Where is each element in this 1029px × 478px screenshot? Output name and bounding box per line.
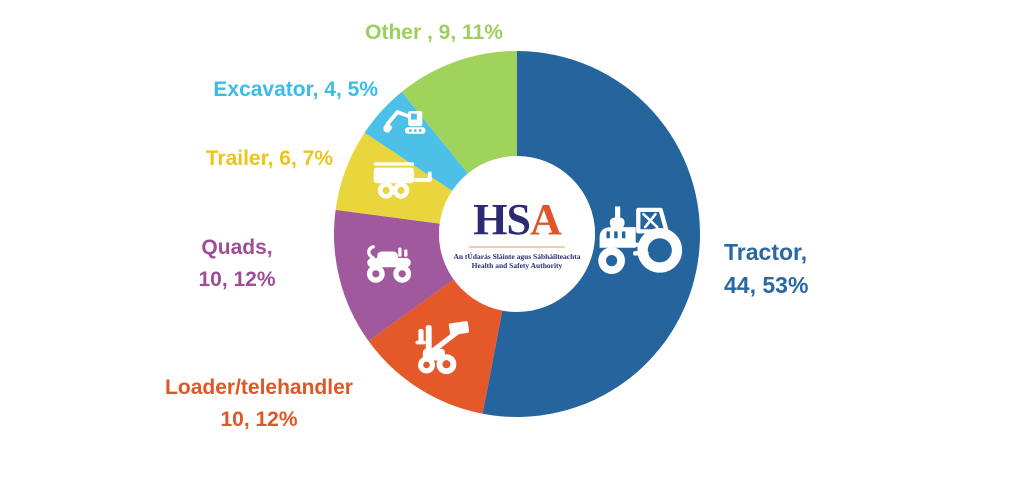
label-tractor-line1: Tractor, bbox=[724, 239, 808, 265]
label-trailer: Trailer, 6, 7% bbox=[206, 143, 333, 175]
label-loader-line2: 10, 12% bbox=[220, 407, 298, 431]
label-excavator: Excavator, 4, 5% bbox=[213, 74, 378, 106]
hsa-logo-text: HSA bbox=[473, 194, 562, 244]
label-excavator-line1: Excavator, 4, 5% bbox=[213, 78, 378, 101]
hsa-logo-a: A bbox=[529, 194, 562, 244]
hsa-logo: HSA An tÚdarás Sláinte agus Sábháilteach… bbox=[439, 158, 595, 310]
label-tractor-line2: 44, 53% bbox=[724, 272, 809, 299]
telehandler-icon bbox=[414, 318, 470, 378]
hsa-tagline-irish: An tÚdarás Sláinte agus Sábháilteachta bbox=[453, 251, 581, 261]
label-quads: Quads, 10, 12% bbox=[198, 232, 275, 295]
tractor-icon bbox=[597, 206, 683, 274]
label-tractor: Tractor, 44, 53% bbox=[724, 236, 808, 303]
hsa-logo-rule bbox=[469, 245, 565, 248]
hsa-logo-hs: HS bbox=[473, 194, 531, 244]
label-other-line1: Other , 9, 11% bbox=[365, 21, 503, 44]
label-loader: Loader/telehandler 10, 12% bbox=[165, 372, 353, 435]
label-trailer-line1: Trailer, 6, 7% bbox=[205, 147, 333, 170]
trailer-icon bbox=[373, 160, 433, 200]
hsa-tagline-english: Health and Safety Authority bbox=[471, 261, 563, 270]
excavator-icon bbox=[381, 107, 431, 141]
label-loader-line1: Loader/telehandler bbox=[165, 376, 353, 399]
label-quads-line2: 10, 12% bbox=[198, 267, 276, 291]
label-other: Other , 9, 11% bbox=[365, 17, 503, 49]
label-quads-line1: Quads, bbox=[201, 236, 273, 259]
quad-icon bbox=[362, 240, 420, 284]
